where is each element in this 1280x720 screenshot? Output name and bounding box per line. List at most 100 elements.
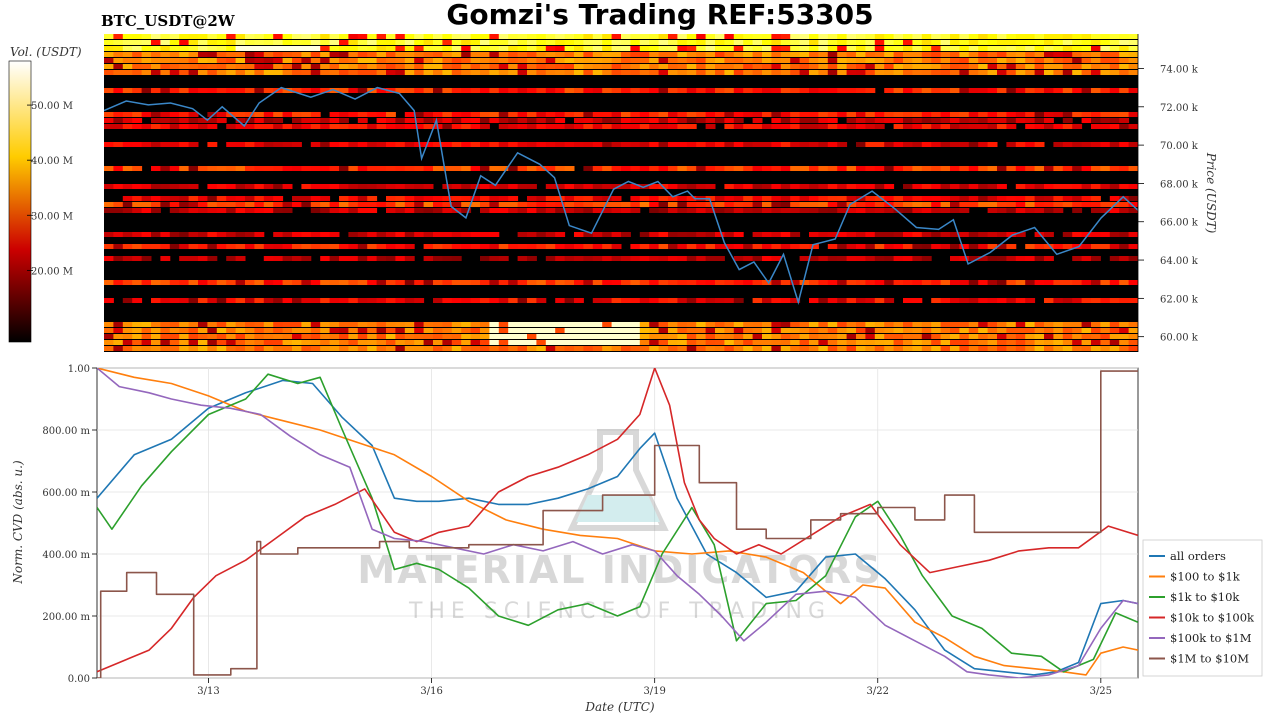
heatmap-cell xyxy=(1053,280,1064,285)
heatmap-cell xyxy=(856,184,866,189)
heatmap-cell xyxy=(179,208,190,213)
heatmap-cell xyxy=(827,34,838,39)
heatmap-cell xyxy=(611,298,622,303)
heatmap-cell xyxy=(122,46,133,51)
heatmap-cell xyxy=(169,322,180,327)
heatmap-cell xyxy=(903,196,913,201)
heatmap-cell xyxy=(602,88,613,93)
heatmap-cell xyxy=(837,280,848,285)
heatmap-cell xyxy=(743,166,754,171)
heatmap-cell xyxy=(621,112,631,117)
heatmap-cell xyxy=(442,346,453,351)
heatmap-cell xyxy=(968,202,979,207)
heatmap-cell xyxy=(404,58,415,63)
watermark: MATERIAL INDICATORS THE SCIENCE OF TRADI… xyxy=(357,429,881,624)
heatmap-cell xyxy=(122,322,133,327)
heatmap-cell xyxy=(141,34,152,39)
heatmap-cell xyxy=(696,232,707,237)
heatmap-cell xyxy=(602,196,613,201)
heatmap-cell xyxy=(1062,328,1073,333)
heatmap-cell xyxy=(386,256,396,261)
heatmap-cell xyxy=(677,196,688,201)
heatmap-cell xyxy=(790,40,801,45)
heatmap-cell xyxy=(705,196,716,201)
heatmap-cell xyxy=(856,88,866,93)
heatmap-cell xyxy=(921,208,932,213)
heatmap-cell xyxy=(743,202,754,207)
heatmap-cell xyxy=(1109,118,1120,123)
heatmap-cell xyxy=(442,64,453,69)
heatmap-cell xyxy=(113,34,124,39)
heatmap-cell xyxy=(367,40,378,45)
heatmap-cell xyxy=(649,58,660,63)
colorbar-tick-label: 20.00 M xyxy=(31,266,73,277)
heatmap-cell xyxy=(630,70,641,75)
heatmap-cell xyxy=(959,88,970,93)
heatmap-cell xyxy=(188,88,199,93)
heatmap-cell xyxy=(329,58,340,63)
heatmap-cell xyxy=(414,70,425,75)
heatmap-cell xyxy=(686,346,697,351)
heatmap-cell xyxy=(865,166,876,171)
heatmap-cell xyxy=(320,208,331,213)
heatmap-cell xyxy=(1119,64,1130,69)
heatmap-cell xyxy=(592,322,603,327)
heatmap-cell xyxy=(132,202,143,207)
heatmap-cell xyxy=(179,88,190,93)
heatmap-cell xyxy=(536,124,547,129)
heatmap-cell xyxy=(1044,232,1054,237)
heatmap-cell xyxy=(564,256,575,261)
heatmap-cell xyxy=(348,244,359,249)
heatmap-cell xyxy=(921,58,932,63)
heatmap-cell xyxy=(113,202,124,207)
heatmap-cell xyxy=(498,298,509,303)
heatmap-cell xyxy=(404,196,415,201)
heatmap-cell xyxy=(602,244,613,249)
heatmap-cell xyxy=(1128,346,1138,351)
heatmap-cell xyxy=(1025,256,1036,261)
heatmap-cell xyxy=(874,334,885,339)
heatmap-cell xyxy=(621,202,631,207)
heatmap-cell xyxy=(433,88,443,93)
heatmap-cell xyxy=(564,112,575,117)
heatmap-cell xyxy=(630,184,641,189)
heatmap-cell xyxy=(592,280,603,285)
heatmap-cell xyxy=(705,40,716,45)
heatmap-cell xyxy=(940,232,951,237)
heatmap-cell xyxy=(141,202,152,207)
heatmap-cell xyxy=(630,328,641,333)
heatmap-cell xyxy=(376,118,387,123)
heatmap-cell xyxy=(245,70,255,75)
heatmap-cell xyxy=(489,46,500,51)
heatmap-cell xyxy=(884,208,895,213)
heatmap-cell xyxy=(339,112,349,117)
heatmap-cell xyxy=(621,298,631,303)
heatmap-cell xyxy=(151,340,161,345)
heatmap-cell xyxy=(292,58,302,63)
heatmap-cell xyxy=(940,280,951,285)
heatmap-cell xyxy=(856,346,866,351)
heatmap-cell xyxy=(827,232,838,237)
heatmap-cell xyxy=(160,184,171,189)
heatmap-cell xyxy=(489,244,500,249)
heatmap-cell xyxy=(545,280,556,285)
heatmap-cell xyxy=(997,46,1007,51)
heatmap-cell xyxy=(508,52,519,57)
heatmap-cell xyxy=(254,322,265,327)
heatmap-cell xyxy=(987,196,998,201)
cvd-line xyxy=(97,368,1138,676)
heatmap-cell xyxy=(1025,340,1036,345)
heatmap-cell xyxy=(451,334,462,339)
heatmap-cell xyxy=(715,118,725,123)
heatmap-cell xyxy=(132,64,143,69)
heatmap-cell xyxy=(245,40,255,45)
heatmap-cell xyxy=(517,328,528,333)
x-tick-label: 3/22 xyxy=(867,686,889,697)
heatmap-cell xyxy=(188,244,199,249)
heatmap-cell xyxy=(959,328,970,333)
heatmap-cell xyxy=(367,166,378,171)
heatmap-cell xyxy=(517,124,528,129)
heatmap-cell xyxy=(912,244,923,249)
heatmap-cell xyxy=(151,118,161,123)
heatmap-cell xyxy=(968,46,979,51)
